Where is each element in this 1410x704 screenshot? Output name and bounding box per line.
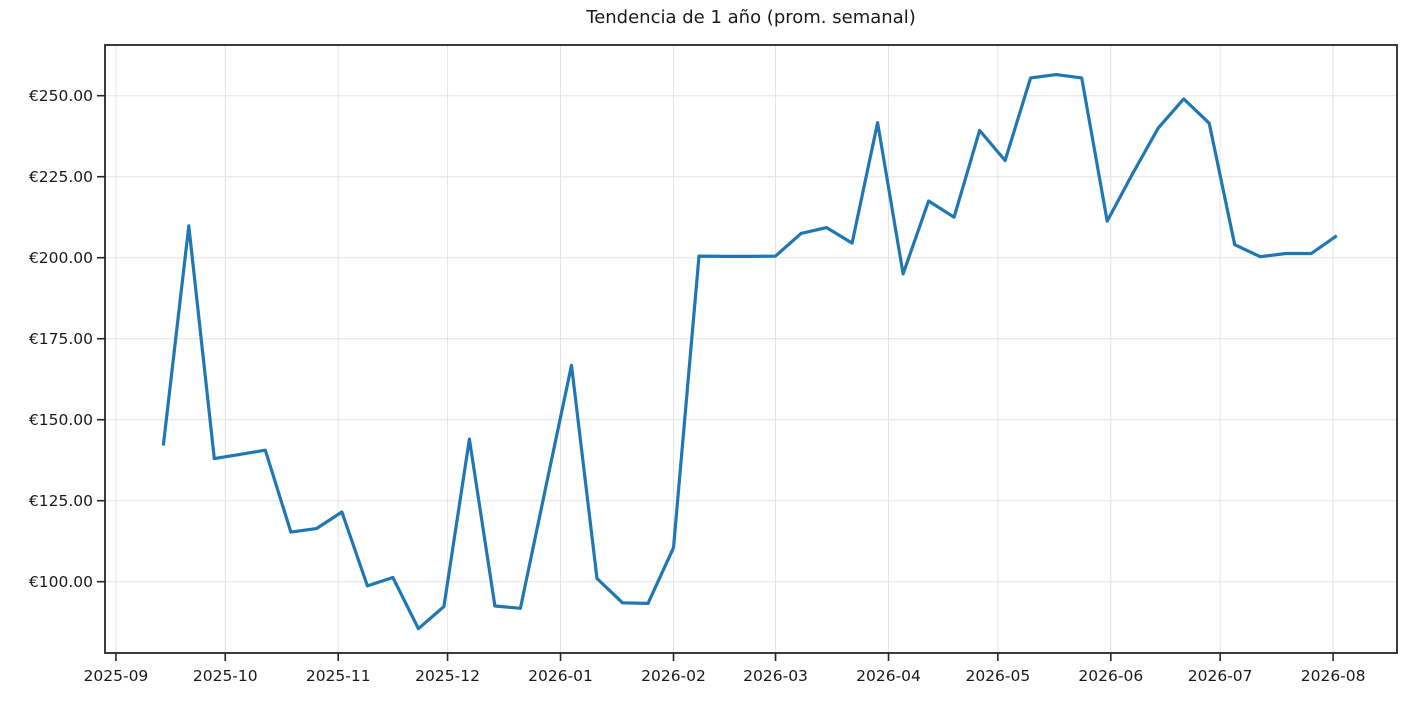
y-tick-label: €125.00 — [29, 492, 93, 510]
x-tick-label: 2025-09 — [84, 667, 149, 685]
y-tick-label: €250.00 — [29, 87, 93, 105]
plot-border — [104, 44, 1398, 654]
y-tick-label: €200.00 — [29, 249, 93, 267]
x-tick-label: 2026-02 — [641, 667, 706, 685]
x-tick-label: 2026-07 — [1188, 667, 1253, 685]
y-tick-label: €100.00 — [29, 573, 93, 591]
x-tick-label: 2026-03 — [743, 667, 808, 685]
y-tick-label: €225.00 — [29, 168, 93, 186]
x-tick-label: 2025-10 — [193, 667, 258, 685]
x-tick-label: 2026-04 — [856, 667, 921, 685]
y-tick-label: €150.00 — [29, 411, 93, 429]
x-tick-label: 2025-11 — [306, 667, 371, 685]
y-tick-label: €175.00 — [29, 330, 93, 348]
x-tick-label: 2025-12 — [415, 667, 480, 685]
price-trend-line — [161, 72, 1338, 631]
x-tick-label: 2026-05 — [965, 667, 1030, 685]
x-tick-label: 2026-06 — [1078, 667, 1143, 685]
chart-title: Tendencia de 1 año (prom. semanal) — [586, 7, 916, 28]
x-tick-label: 2026-08 — [1301, 667, 1366, 685]
x-tick-label: 2026-01 — [528, 667, 593, 685]
